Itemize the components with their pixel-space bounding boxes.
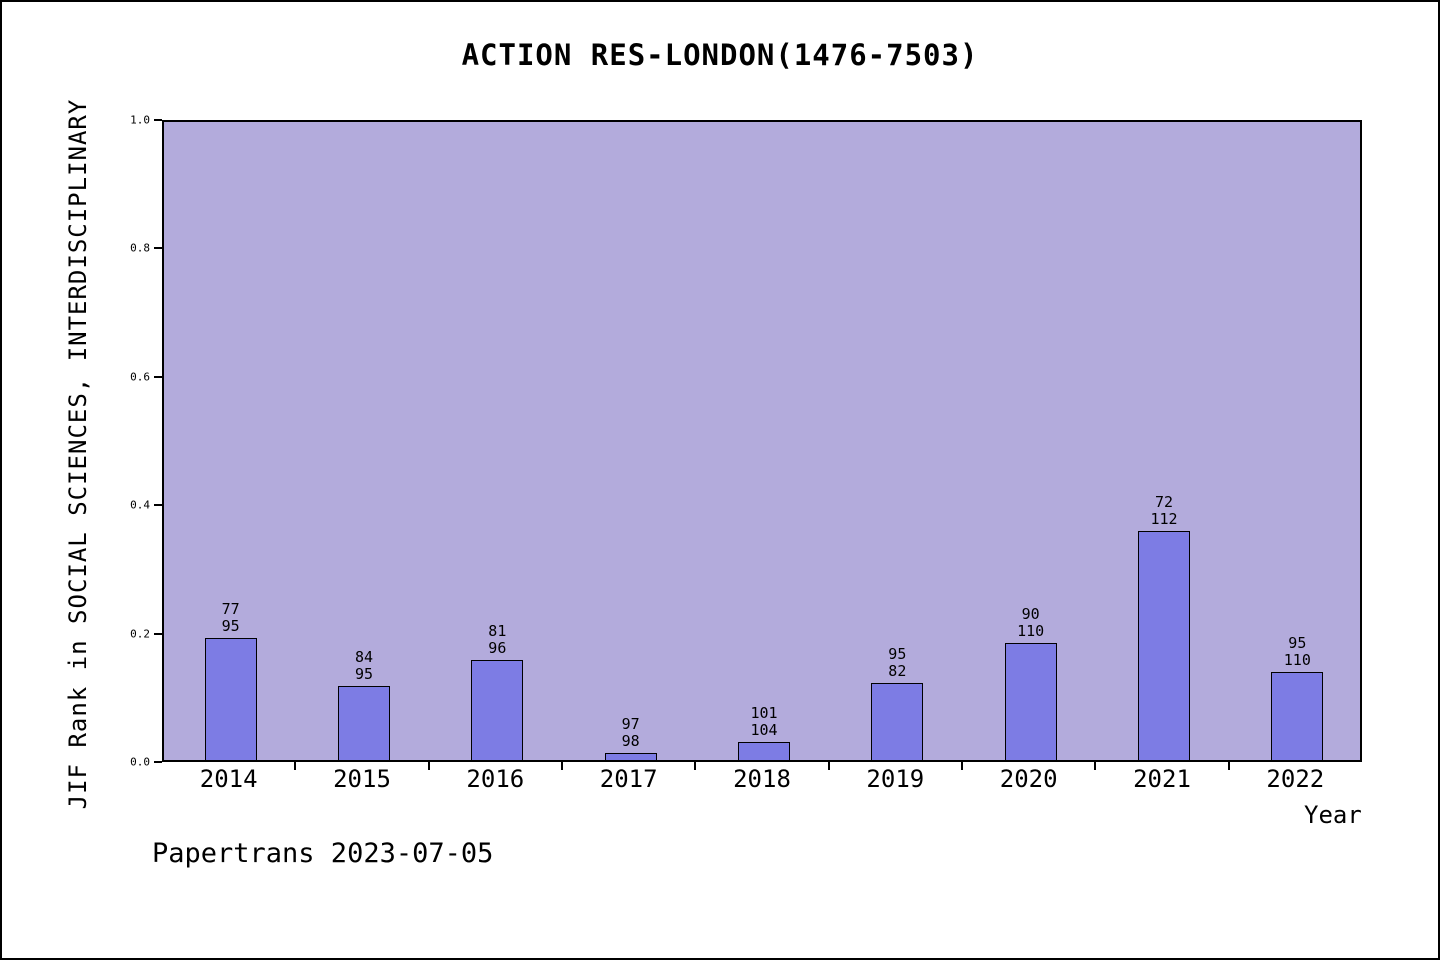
bar-value-label-2015: 84 95	[319, 649, 409, 683]
bar-value-rank: 72	[1154, 493, 1174, 511]
bar-2017	[604, 753, 657, 760]
bar-2019	[871, 683, 924, 760]
x-tick-mark	[1227, 762, 1230, 770]
bar-value-rank: 101	[750, 704, 778, 722]
bar-value-label-2020: 90 110	[986, 606, 1076, 640]
bar-value-rank: 81	[488, 622, 507, 640]
bar-value-label-2014: 77 95	[186, 601, 276, 635]
bar-value-total: 110	[1017, 622, 1045, 640]
x-tick-mark	[694, 762, 697, 770]
y-tick-mark	[154, 632, 162, 635]
y-axis-label: JIF Rank in SOCIAL SCIENCES, INTERDISCIP…	[64, 98, 92, 810]
x-tick-label-2014: 2014	[199, 765, 258, 793]
y-tick-label: 0.0	[130, 755, 150, 769]
y-tick-mark	[154, 761, 162, 763]
x-tick-label-2015: 2015	[333, 765, 391, 793]
x-tick-label-2022: 2022	[1266, 765, 1325, 793]
bar-value-total: 96	[488, 639, 507, 657]
y-tick-mark	[154, 119, 162, 121]
bar-value-rank: 95	[1288, 634, 1307, 652]
footer-watermark: Papertrans 2023-07-05	[152, 838, 494, 869]
bar-value-total: 98	[621, 732, 640, 750]
plot-area: 77 95 84 95 81 96 97 98 101 104 95 82 90 110 72 112 95 11…	[162, 120, 1362, 762]
x-tick-mark	[1094, 762, 1097, 770]
bar-value-total: 104	[750, 721, 778, 739]
x-tick-mark	[294, 762, 297, 770]
x-tick-label-2021: 2021	[1133, 765, 1191, 793]
bar-value-rank: 90	[1021, 605, 1040, 623]
bar-value-rank: 84	[354, 648, 374, 666]
bar-2014	[204, 638, 257, 760]
bar-2020	[1004, 643, 1057, 760]
x-tick-mark	[961, 762, 963, 770]
bar-value-rank: 95	[888, 645, 907, 663]
bar-value-label-2018: 101 104	[719, 705, 809, 739]
bar-2022	[1271, 672, 1324, 760]
y-tick-mark	[154, 247, 162, 250]
bar-2018	[738, 742, 790, 760]
bar-2021	[1138, 531, 1190, 760]
x-tick-label-2018: 2018	[733, 765, 791, 793]
y-tick-mark	[154, 375, 162, 378]
bar-value-total: 112	[1150, 510, 1178, 528]
x-tick-mark	[561, 762, 563, 770]
bar-value-total: 95	[354, 665, 374, 683]
x-tick-mark	[427, 762, 430, 770]
bar-2015	[338, 686, 390, 760]
x-tick-label-2020: 2020	[999, 765, 1058, 793]
bar-value-label-2016: 81 96	[452, 623, 542, 657]
bar-value-total: 110	[1283, 651, 1311, 669]
y-tick-label: 1.0	[130, 113, 150, 127]
bar-value-rank: 77	[221, 600, 240, 618]
bar-value-label-2017: 97 98	[586, 716, 676, 750]
bar-value-label-2021: 72 112	[1119, 494, 1209, 528]
x-axis-label: Year	[1304, 801, 1362, 829]
chart-title: ACTION RES-LONDON(1476-7503)	[461, 38, 979, 72]
bar-2016	[471, 660, 524, 760]
x-tick-label-2017: 2017	[599, 765, 658, 793]
bar-value-label-2019: 95 82	[852, 646, 942, 680]
bar-value-total: 82	[888, 662, 907, 680]
y-tick-label: 0.2	[130, 627, 150, 641]
y-tick-label: 0.4	[130, 498, 150, 512]
bar-value-label-2022: 95 110	[1252, 635, 1342, 669]
x-tick-label-2016: 2016	[466, 765, 525, 793]
bar-value-total: 95	[221, 617, 240, 635]
x-tick-mark	[827, 762, 830, 770]
x-tick-label-2019: 2019	[866, 765, 925, 793]
y-tick-label: 0.6	[130, 370, 150, 384]
bar-value-rank: 97	[621, 715, 640, 733]
y-tick-label: 0.8	[130, 241, 150, 255]
y-tick-mark	[154, 504, 162, 507]
